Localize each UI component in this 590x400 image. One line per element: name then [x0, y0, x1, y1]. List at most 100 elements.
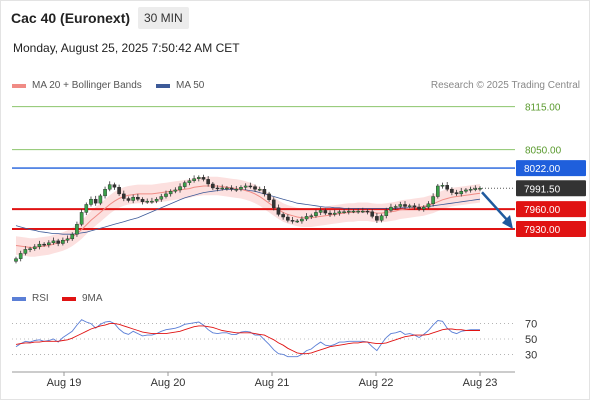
- candle-body: [121, 193, 126, 199]
- research-credit: Research © 2025 Trading Central: [430, 80, 580, 91]
- candle-body: [450, 189, 454, 193]
- candle-body: [464, 189, 468, 192]
- candle-body: [281, 214, 285, 218]
- candle-body: [84, 204, 89, 213]
- candle-body: [164, 193, 168, 197]
- candle-body: [201, 177, 206, 180]
- candle-body: [154, 198, 159, 202]
- candle-body: [182, 182, 187, 187]
- candle-body: [375, 216, 379, 221]
- candle-body: [478, 188, 482, 190]
- legend-ma20-bollinger: MA 20 + Bollinger Bands: [12, 80, 142, 91]
- candle-body: [356, 210, 360, 213]
- candle-body: [103, 189, 107, 197]
- candle-body: [295, 220, 300, 223]
- candle-body: [459, 191, 464, 195]
- candle-body: [37, 243, 42, 247]
- level-label-8022.00: 8022.00: [524, 164, 561, 175]
- candle-body: [276, 207, 281, 215]
- x-label-aug-22: Aug 22: [359, 377, 394, 389]
- candle-body: [421, 206, 426, 210]
- candle-body: [131, 196, 135, 201]
- candle-body: [253, 186, 257, 190]
- candle-body: [56, 240, 60, 244]
- candle-body: [431, 196, 435, 205]
- instrument-title: Cac 40 (Euronext): [11, 10, 131, 26]
- rsi-ma-line: [15, 323, 480, 355]
- ma20-line: [15, 185, 481, 248]
- legend-rsi-ma-label: 9MA: [82, 293, 103, 304]
- rsi-label-70: 70: [525, 319, 537, 331]
- level-label-8050.00: 8050.00: [525, 146, 562, 157]
- candle-body: [257, 189, 262, 191]
- candle-body: [107, 184, 112, 190]
- candle-body: [112, 184, 117, 188]
- candle-body: [117, 187, 121, 195]
- candle-body: [440, 185, 445, 187]
- candle-body: [468, 189, 473, 191]
- candle-body: [145, 200, 150, 203]
- candle-body: [337, 211, 342, 214]
- legend-ma50-label: MA 50: [176, 80, 205, 91]
- candle-body: [445, 185, 449, 190]
- candle-body: [361, 210, 365, 213]
- candle-body: [436, 185, 440, 197]
- level-label-7930.00: 7930.00: [524, 225, 561, 236]
- level-label-7991.50: 7991.50: [524, 184, 561, 195]
- candle-body: [309, 215, 314, 217]
- candle-body: [70, 234, 75, 240]
- legend-ma50: MA 50: [156, 80, 204, 91]
- rsi-swatch: [12, 296, 26, 301]
- rsi-label-50: 50: [525, 334, 537, 346]
- x-label-aug-20: Aug 20: [151, 377, 186, 389]
- candle-body: [403, 204, 407, 207]
- candle-body: [79, 212, 84, 225]
- candle-body: [323, 210, 328, 214]
- x-label-aug-23: Aug 23: [463, 377, 498, 389]
- candle-body: [417, 206, 421, 210]
- ma20-swatch: [12, 83, 26, 88]
- candle-body: [342, 211, 346, 213]
- level-tag-7960.00: [516, 201, 586, 218]
- candle-body: [346, 210, 351, 213]
- candle-body: [262, 189, 267, 195]
- timeframe-badge[interactable]: 30 MIN: [138, 7, 189, 29]
- candle-body: [225, 187, 229, 190]
- candle-body: [286, 216, 290, 221]
- candle-body: [389, 206, 393, 211]
- candle-body: [351, 210, 356, 213]
- bollinger-band: [16, 176, 480, 257]
- candle-body: [192, 178, 196, 181]
- x-label-aug-19: Aug 19: [47, 377, 82, 389]
- legend-rsi-label: RSI: [32, 293, 49, 304]
- candle-body: [178, 186, 182, 191]
- candle-body: [168, 191, 173, 195]
- forecast-arrow-shaft: [481, 191, 509, 222]
- candle-body: [304, 216, 309, 220]
- rsi-ma-swatch: [62, 296, 76, 301]
- candle-body: [51, 240, 56, 244]
- candle-body: [211, 183, 215, 189]
- level-tag-7930.00: [516, 220, 586, 237]
- candle-body: [239, 187, 243, 190]
- candle-body: [318, 210, 323, 213]
- candle-body: [332, 212, 337, 215]
- candle-body: [75, 224, 79, 235]
- candle-body: [150, 200, 154, 203]
- candle-body: [379, 215, 384, 221]
- candle-body: [159, 196, 164, 200]
- candle-body: [290, 220, 295, 222]
- x-label-aug-21: Aug 21: [255, 377, 290, 389]
- candle-body: [267, 193, 271, 201]
- legend-ma20-label: MA 20 + Bollinger Bands: [32, 80, 142, 91]
- candle-body: [61, 239, 65, 244]
- candle-body: [173, 189, 178, 192]
- legend-rsi: RSI: [12, 293, 49, 304]
- candle-body: [473, 188, 478, 190]
- candle-body: [398, 204, 403, 207]
- rsi-label-30: 30: [525, 349, 537, 361]
- candle-body: [393, 206, 398, 208]
- level-label-8115.00: 8115.00: [525, 103, 561, 114]
- candle-body: [187, 180, 192, 183]
